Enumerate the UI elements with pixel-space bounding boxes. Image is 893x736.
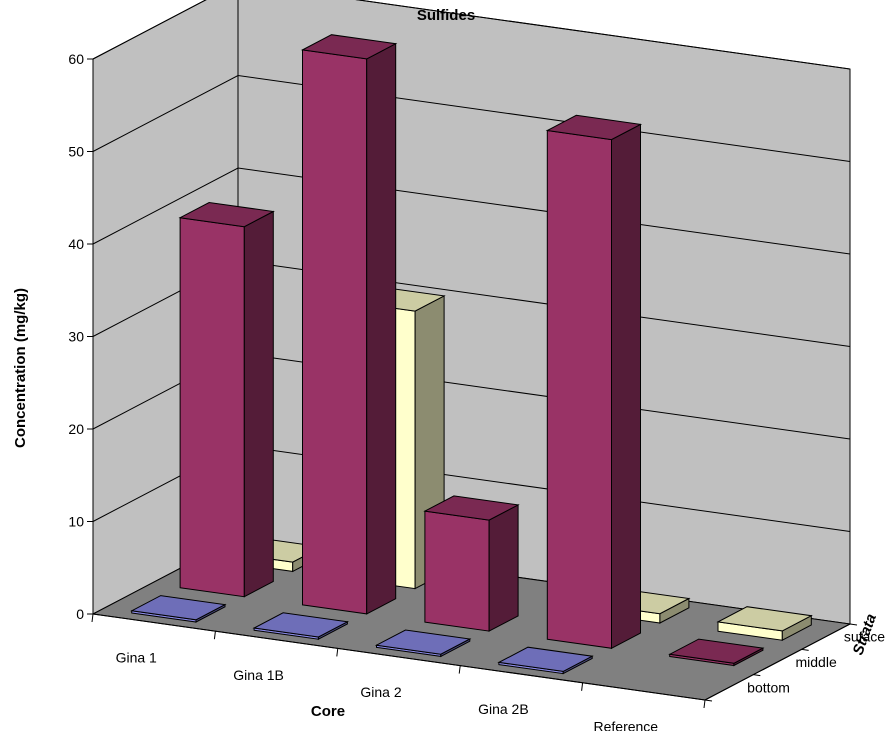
chart-title: Sulfides (417, 7, 475, 24)
bar-top (668, 638, 765, 664)
axes (87, 58, 858, 709)
bar-front (179, 217, 245, 598)
bar (300, 34, 398, 615)
bar-top (300, 34, 398, 60)
bar-top (497, 646, 594, 672)
bar-top (252, 612, 350, 638)
z-tick-label: middle (796, 654, 837, 670)
bar-top (716, 606, 813, 632)
z-axis-line (704, 623, 851, 701)
x-tick-mark (703, 699, 706, 709)
bar (130, 595, 227, 623)
y-tick-label: 10 (68, 514, 84, 530)
bar (178, 201, 275, 598)
bar-side (488, 504, 519, 632)
bar-side (366, 42, 397, 615)
labels: 0 10 20 30 40 50 60 Gina 1 Gina 1B Gina 2 Gina 2B R… (68, 51, 885, 734)
bar-top (130, 595, 227, 621)
x-tick-mark (213, 631, 216, 640)
bar (423, 495, 520, 632)
bar (716, 606, 813, 642)
x-axis-line (92, 613, 706, 701)
bar-top (423, 495, 520, 521)
bar-side (243, 210, 274, 598)
z-tick-mark (704, 699, 713, 702)
z-tick-mark (801, 648, 809, 651)
z-tick-label: suface (844, 629, 885, 645)
x-tick-label: Gina 2B (478, 701, 529, 717)
bar-top (374, 629, 472, 655)
x-tick-label: Gina 1 (116, 650, 157, 666)
bar-front (546, 129, 612, 649)
bar-top (178, 201, 275, 228)
bar-front (302, 49, 368, 615)
y-tick-label: 0 (76, 606, 84, 622)
bar (545, 114, 643, 650)
bar (374, 629, 472, 658)
x-tick-label: Gina 2 (360, 684, 401, 700)
x-axis-title: Core (311, 703, 345, 720)
y-axis-title: Concentration (mg/kg) (12, 288, 29, 448)
gridline (92, 0, 851, 70)
bar (497, 646, 594, 675)
x-tick-mark (91, 613, 94, 623)
bar-top (545, 114, 643, 141)
gridline (92, 167, 851, 255)
z-tick-mark (849, 623, 858, 626)
bar-front (424, 510, 490, 632)
gridline (92, 74, 851, 162)
y-tick-label: 60 (68, 51, 84, 67)
x-tick-label: Reference (594, 718, 659, 731)
bar (252, 612, 350, 641)
y-tick-label: 20 (68, 421, 84, 437)
y-tick-label: 40 (68, 236, 84, 252)
z-tick-label: bottom (747, 679, 790, 695)
bars (130, 34, 813, 675)
z-tick-mark (753, 674, 761, 677)
x-tick-label: Gina 1B (233, 667, 284, 683)
x-tick-mark (581, 682, 584, 691)
bar-side (611, 123, 641, 650)
x-tick-mark (458, 665, 461, 674)
x-tick-mark (336, 648, 339, 657)
y-tick-label: 50 (68, 144, 84, 160)
y-tick-label: 30 (68, 329, 84, 345)
bar (668, 638, 765, 667)
